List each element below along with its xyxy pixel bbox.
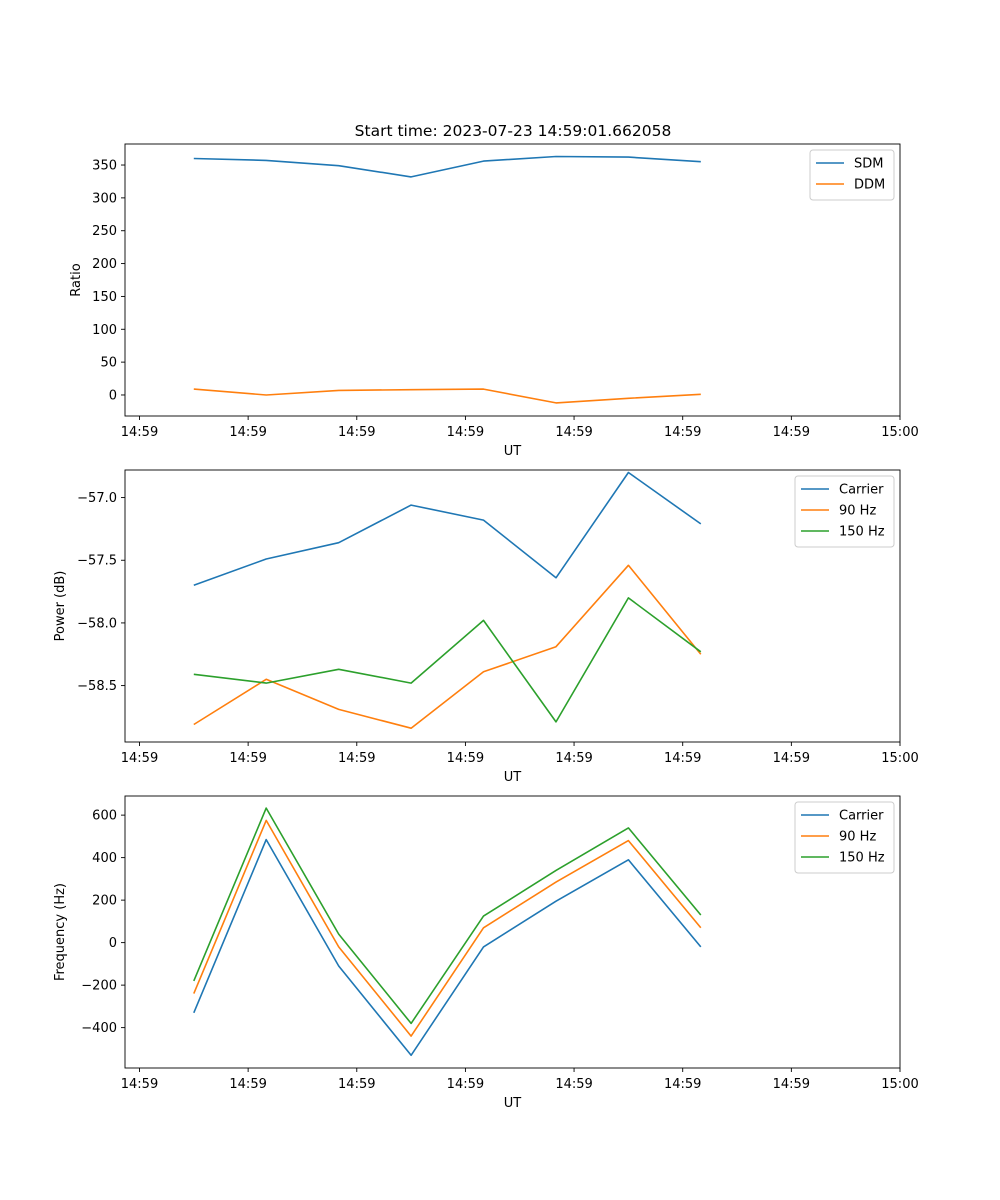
x-tick-label: 14:59 xyxy=(555,1077,592,1092)
legend: Carrier 90 Hz 150 Hz xyxy=(794,475,895,548)
y-tick-label: 350 xyxy=(92,159,117,174)
x-tick-label: 15:00 xyxy=(881,425,918,440)
x-tick-label: 14:59 xyxy=(555,751,592,766)
x-tick-label: 14:59 xyxy=(229,425,266,440)
y-tick-label: −58.0 xyxy=(77,616,117,631)
x-tick-label: 15:00 xyxy=(881,1077,918,1092)
legend-label: 90 Hz xyxy=(839,830,876,845)
y-tick-label: −400 xyxy=(81,1021,117,1036)
series-line-90-hz xyxy=(193,564,702,730)
chart-panels: 14:59 14:59 14:59 14:59 14:59 14:59 14:59 15:00… xyxy=(53,143,919,1111)
legend-label: Carrier xyxy=(839,483,884,498)
y-tick-label: 50 xyxy=(100,356,117,371)
series-line-sdm xyxy=(193,155,701,178)
x-tick-label: 14:59 xyxy=(773,751,810,766)
y-tick-label: 100 xyxy=(92,323,117,338)
x-tick-label: 14:59 xyxy=(555,425,592,440)
legend-label: 150 Hz xyxy=(839,851,885,866)
y-tick-label: 0 xyxy=(109,388,117,403)
legend-label: 90 Hz xyxy=(839,504,876,519)
chart-title: Start time: 2023-07-23 14:59:01.662058 xyxy=(355,122,672,140)
y-tick-label: 400 xyxy=(92,851,117,866)
x-tick-label: 14:59 xyxy=(229,1077,266,1092)
x-tick-label: 14:59 xyxy=(664,1077,701,1092)
x-tick-label: 14:59 xyxy=(664,425,701,440)
x-axis-label: UT xyxy=(504,1096,522,1111)
panel-1: 14:59 14:59 14:59 14:59 14:59 14:59 14:59 15:00… xyxy=(69,143,919,459)
y-tick-label: 150 xyxy=(92,290,117,305)
y-tick-label: −58.5 xyxy=(77,679,117,694)
y-tick-label: −57.0 xyxy=(77,491,117,506)
series-line-carrier xyxy=(193,471,702,587)
legend-label: DDM xyxy=(854,178,885,193)
axes-frame xyxy=(124,795,901,1069)
y-tick-label: −200 xyxy=(81,979,117,994)
x-axis-label: UT xyxy=(504,444,522,459)
y-tick-label: −57.5 xyxy=(77,554,117,569)
panel-2: 14:59 14:59 14:59 14:59 14:59 14:59 14:59 15:00… xyxy=(53,469,919,785)
x-tick-label: 14:59 xyxy=(773,1077,810,1092)
y-axis-label: Power (dB) xyxy=(53,571,68,642)
y-tick-label: 200 xyxy=(92,257,117,272)
x-tick-label: 14:59 xyxy=(338,751,375,766)
y-tick-label: 200 xyxy=(92,894,117,909)
y-axis-label: Frequency (Hz) xyxy=(53,883,68,981)
legend: SDM DDM xyxy=(809,149,895,201)
x-tick-label: 14:59 xyxy=(447,425,484,440)
x-tick-label: 14:59 xyxy=(664,751,701,766)
x-axis-label: UT xyxy=(504,770,522,785)
x-tick-label: 14:59 xyxy=(121,1077,158,1092)
x-tick-label: 14:59 xyxy=(338,1077,375,1092)
legend-box xyxy=(794,475,895,548)
y-tick-label: 300 xyxy=(92,191,117,206)
x-tick-label: 14:59 xyxy=(121,425,158,440)
y-axis-label: Ratio xyxy=(69,263,84,296)
legend: Carrier 90 Hz 150 Hz xyxy=(794,801,895,874)
panel-3: 14:59 14:59 14:59 14:59 14:59 14:59 14:59 15:00… xyxy=(53,795,919,1111)
x-tick-label: 14:59 xyxy=(447,1077,484,1092)
series-line-90-hz xyxy=(193,819,702,1037)
x-tick-label: 14:59 xyxy=(338,425,375,440)
series-line-150-hz xyxy=(193,807,702,1025)
series-line-carrier xyxy=(193,838,702,1057)
legend-label: 150 Hz xyxy=(839,525,885,540)
legend-label: SDM xyxy=(854,157,883,172)
y-tick-label: 0 xyxy=(109,936,117,951)
x-tick-label: 14:59 xyxy=(447,751,484,766)
series-line-150-hz xyxy=(193,597,702,723)
x-tick-label: 14:59 xyxy=(121,751,158,766)
x-tick-label: 14:59 xyxy=(229,751,266,766)
legend-box xyxy=(794,801,895,874)
x-tick-label: 14:59 xyxy=(773,425,810,440)
series-line-ddm xyxy=(193,388,701,404)
axes-frame xyxy=(124,143,901,417)
y-tick-label: 250 xyxy=(92,224,117,239)
y-tick-label: 600 xyxy=(92,809,117,824)
axes-frame xyxy=(124,469,901,743)
legend-label: Carrier xyxy=(839,809,884,824)
x-tick-label: 15:00 xyxy=(881,751,918,766)
